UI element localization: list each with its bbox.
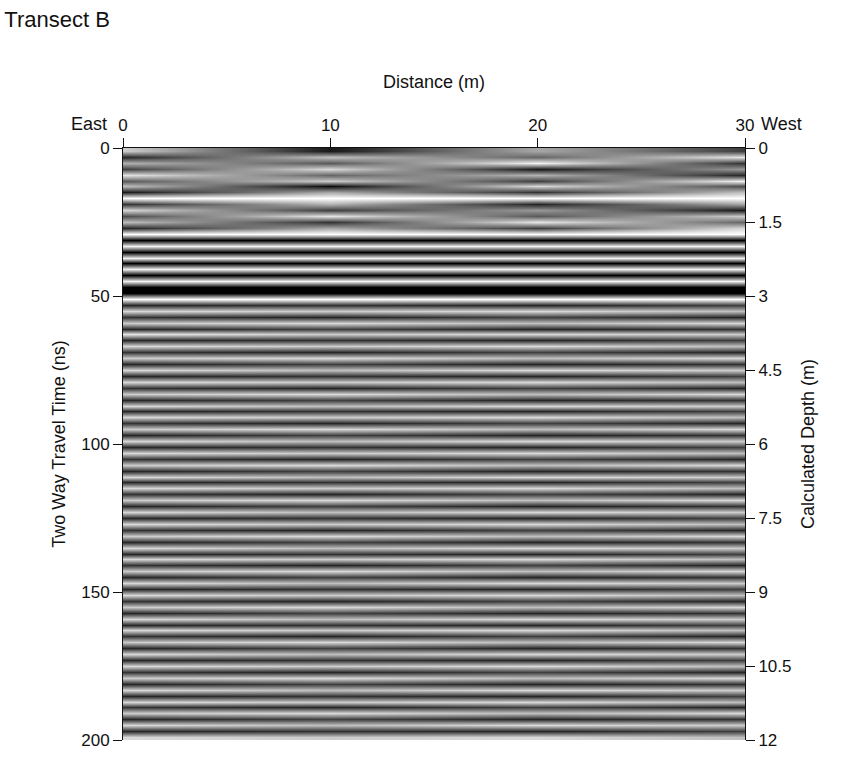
svg-text:Transect B: Transect B xyxy=(4,7,110,32)
svg-text:30: 30 xyxy=(736,116,755,135)
svg-text:3: 3 xyxy=(758,287,767,306)
svg-text:10: 10 xyxy=(321,116,340,135)
svg-text:4.5: 4.5 xyxy=(758,361,782,380)
svg-text:West: West xyxy=(761,114,802,134)
svg-text:Calculated Depth (m): Calculated Depth (m) xyxy=(798,359,818,529)
svg-text:150: 150 xyxy=(81,583,109,602)
svg-text:6: 6 xyxy=(758,435,767,454)
svg-text:100: 100 xyxy=(81,435,109,454)
svg-text:7.5: 7.5 xyxy=(758,509,782,528)
svg-text:50: 50 xyxy=(91,287,110,306)
svg-text:10.5: 10.5 xyxy=(758,657,791,676)
svg-text:200: 200 xyxy=(81,731,109,750)
svg-text:0: 0 xyxy=(758,139,767,158)
svg-text:20: 20 xyxy=(528,116,547,135)
svg-text:Distance (m): Distance (m) xyxy=(383,72,485,92)
svg-text:0: 0 xyxy=(100,139,109,158)
svg-text:Two Way Travel Time (ns): Two Way Travel Time (ns) xyxy=(49,340,69,547)
svg-text:12: 12 xyxy=(758,731,777,750)
svg-text:9: 9 xyxy=(758,583,767,602)
svg-text:0: 0 xyxy=(118,116,127,135)
svg-text:East: East xyxy=(71,114,107,134)
svg-text:1.5: 1.5 xyxy=(758,213,782,232)
